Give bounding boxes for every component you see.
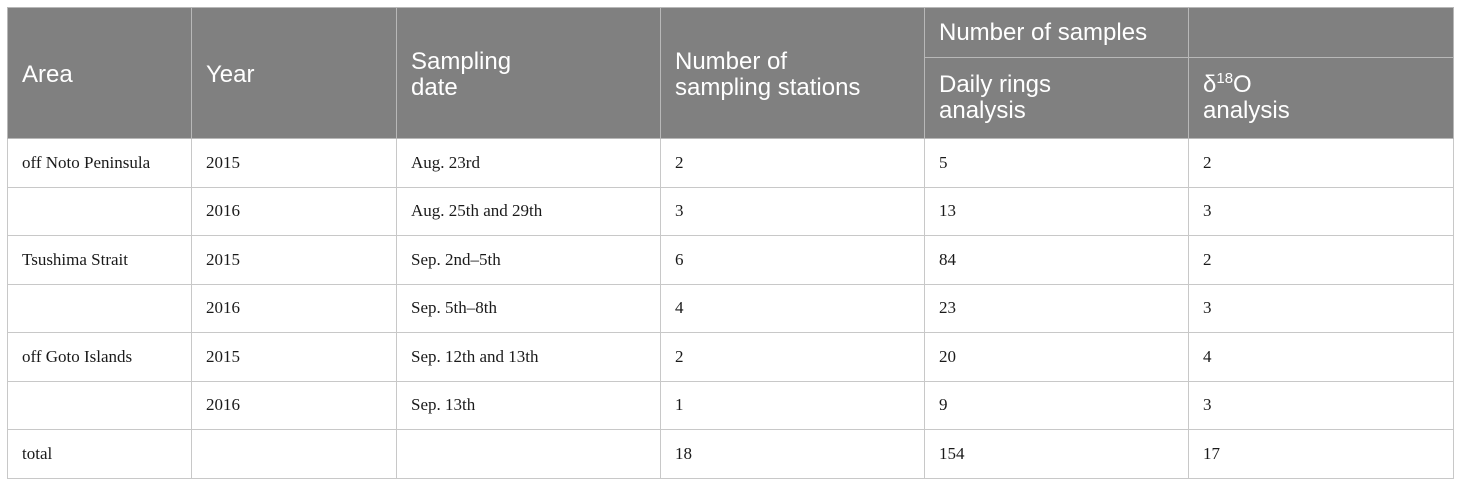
cell-area: off Noto Peninsula — [7, 138, 192, 188]
table-row: 2016 Aug. 25th and 29th 3 13 3 — [7, 186, 1454, 236]
cell-delta18o: 3 — [1188, 186, 1454, 236]
header-stations-line2: sampling stations — [675, 74, 861, 101]
header-daily-rings: Daily rings analysis — [924, 57, 1189, 139]
table-body: off Noto Peninsula 2015 Aug. 23rd 2 5 2 … — [7, 138, 1454, 479]
cell-area — [7, 186, 192, 236]
cell-area — [7, 283, 192, 333]
cell-date: Sep. 5th–8th — [396, 283, 661, 333]
cell-daily-rings: 20 — [924, 332, 1189, 382]
header-daily-rings-line2: analysis — [939, 97, 1026, 124]
cell-date: Sep. 12th and 13th — [396, 332, 661, 382]
header-sampling-date: Sampling date — [396, 7, 661, 139]
cell-stations: 6 — [660, 235, 925, 285]
table-row: off Noto Peninsula 2015 Aug. 23rd 2 5 2 — [7, 138, 1454, 188]
header-row-top: Area Year Sampling date Number of sampling… — [7, 7, 1454, 139]
header-number-of-samples-label: Number of samples — [939, 18, 1148, 46]
header-number-of-samples: Number of samples — [924, 7, 1189, 58]
table-row: Tsushima Strait 2015 Sep. 2nd–5th 6 84 2 — [7, 235, 1454, 285]
cell-area: Tsushima Strait — [7, 235, 192, 285]
sampling-summary-table: Area Year Sampling date Number of sampling… — [7, 7, 1454, 479]
cell-stations: 1 — [660, 380, 925, 430]
cell-area: off Goto Islands — [7, 332, 192, 382]
cell-stations: 3 — [660, 186, 925, 236]
cell-delta18o: 3 — [1188, 283, 1454, 333]
header-stations-line1: Number of — [675, 48, 788, 75]
header-sampling-date-line2: date — [411, 74, 458, 101]
cell-year: 2016 — [191, 380, 397, 430]
cell-year: 2015 — [191, 332, 397, 382]
cell-year: 2015 — [191, 138, 397, 188]
cell-year — [191, 429, 397, 479]
cell-delta18o: 17 — [1188, 429, 1454, 479]
header-delta-line2: analysis — [1203, 97, 1290, 124]
table-row: off Goto Islands 2015 Sep. 12th and 13th… — [7, 332, 1454, 382]
cell-daily-rings: 154 — [924, 429, 1189, 479]
cell-stations: 18 — [660, 429, 925, 479]
cell-date — [396, 429, 661, 479]
cell-daily-rings: 13 — [924, 186, 1189, 236]
table-row-total: total 18 154 17 — [7, 429, 1454, 479]
cell-daily-rings: 23 — [924, 283, 1189, 333]
cell-date: Aug. 25th and 29th — [396, 186, 661, 236]
header-daily-rings-line1: Daily rings — [939, 71, 1052, 98]
cell-daily-rings: 5 — [924, 138, 1189, 188]
cell-year: 2015 — [191, 235, 397, 285]
cell-delta18o: 3 — [1188, 380, 1454, 430]
cell-stations: 2 — [660, 332, 925, 382]
header-empty-cell — [1188, 7, 1454, 58]
table-header: Area Year Sampling date Number of sampling… — [7, 7, 1454, 139]
cell-date: Aug. 23rd — [396, 138, 661, 188]
cell-stations: 4 — [660, 283, 925, 333]
header-delta-superscript: 18 — [1216, 70, 1234, 87]
header-sampling-date-line1: Sampling — [411, 48, 512, 75]
table-row: 2016 Sep. 5th–8th 4 23 3 — [7, 283, 1454, 333]
cell-year: 2016 — [191, 186, 397, 236]
cell-daily-rings: 9 — [924, 380, 1189, 430]
header-area: Area — [7, 7, 192, 139]
cell-date: Sep. 13th — [396, 380, 661, 430]
header-area-label: Area — [22, 61, 73, 88]
cell-area: total — [7, 429, 192, 479]
header-delta-symbol: δ — [1203, 71, 1217, 98]
cell-year: 2016 — [191, 283, 397, 333]
cell-daily-rings: 84 — [924, 235, 1189, 285]
header-delta-element: O — [1233, 71, 1252, 98]
cell-stations: 2 — [660, 138, 925, 188]
cell-delta18o: 4 — [1188, 332, 1454, 382]
header-year-label: Year — [206, 61, 255, 88]
header-delta18o: δ18O analysis — [1188, 57, 1454, 139]
header-year: Year — [191, 7, 397, 139]
cell-area — [7, 380, 192, 430]
table-row: 2016 Sep. 13th 1 9 3 — [7, 380, 1454, 430]
cell-date: Sep. 2nd–5th — [396, 235, 661, 285]
header-row-bottom: Daily rings analysis δ18O analysis — [8, 57, 1454, 139]
cell-delta18o: 2 — [1188, 138, 1454, 188]
header-sampling-stations: Number of sampling stations — [660, 7, 925, 139]
cell-delta18o: 2 — [1188, 235, 1454, 285]
